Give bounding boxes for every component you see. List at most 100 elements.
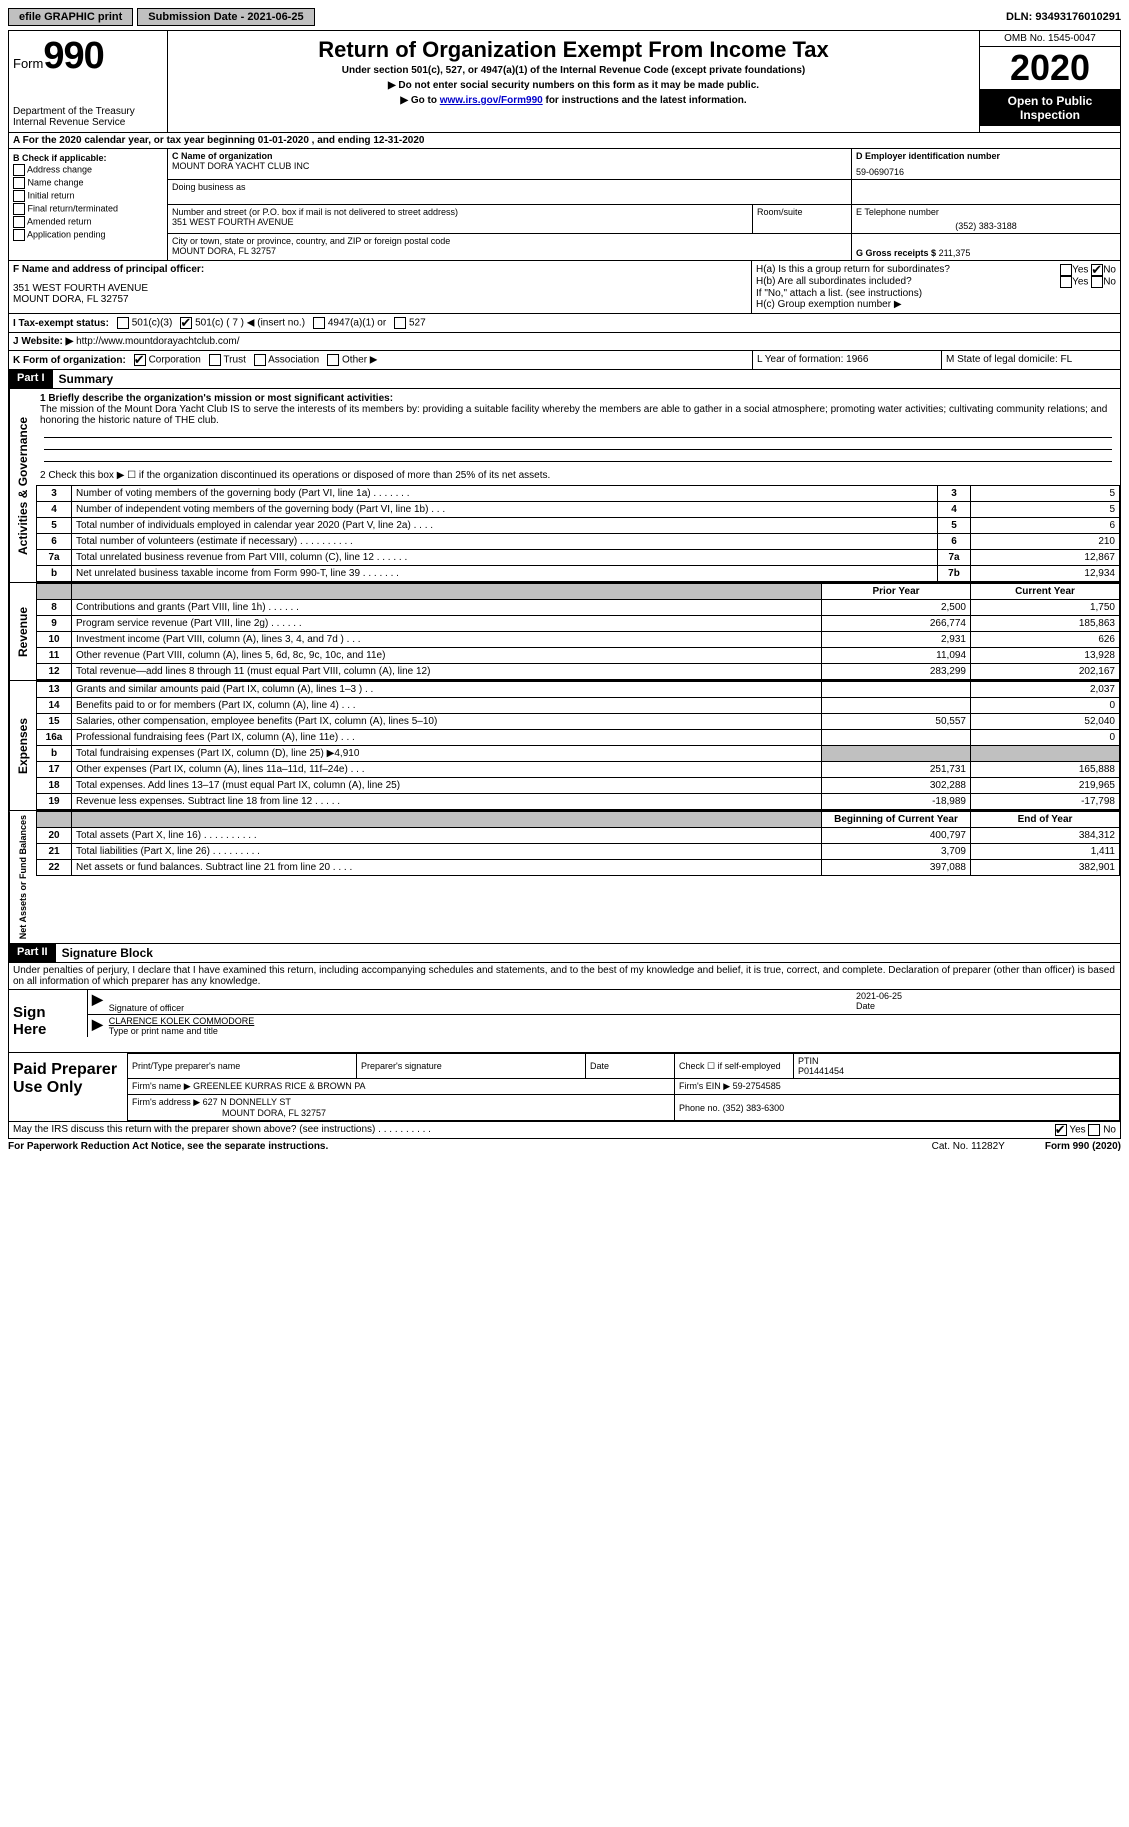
vtab-net: Net Assets or Fund Balances	[9, 811, 36, 943]
vtab-expenses: Expenses	[9, 681, 36, 810]
paid-preparer-block: Paid Preparer Use Only Print/Type prepar…	[8, 1053, 1121, 1122]
other-checkbox[interactable]	[327, 354, 339, 366]
box-b-item[interactable]: Address change	[13, 164, 163, 176]
row-i: I Tax-exempt status: 501(c)(3) 501(c) ( …	[8, 314, 1121, 333]
part1-header: Part I Summary	[8, 370, 1121, 389]
4947-checkbox[interactable]	[313, 317, 325, 329]
q1-label: 1 Briefly describe the organization's mi…	[40, 393, 1116, 404]
officer-name: CLARENCE KOLEK COMMODORE	[109, 1016, 1116, 1026]
tax-exempt-label: I Tax-exempt status:	[13, 318, 109, 329]
sign-here-label: Sign Here	[9, 990, 87, 1052]
top-bar: efile GRAPHIC print Submission Date - 20…	[8, 8, 1121, 26]
part1-badge: Part I	[9, 370, 53, 388]
org-name: MOUNT DORA YACHT CLUB INC	[172, 161, 851, 171]
box-b-item[interactable]: Name change	[13, 177, 163, 189]
irs-label: Internal Revenue Service	[13, 117, 163, 128]
website-value: http://www.mountdorayachtclub.com/	[76, 336, 239, 347]
firm-addr1: 627 N DONNELLY ST	[203, 1097, 291, 1107]
box-b-title: B Check if applicable:	[13, 153, 163, 163]
assoc-checkbox[interactable]	[254, 354, 266, 366]
part1-body: Activities & Governance 1 Briefly descri…	[8, 389, 1121, 583]
dba-label: Doing business as	[172, 182, 851, 192]
irs-yes-checkbox[interactable]	[1055, 1124, 1067, 1136]
netassets-section: Net Assets or Fund Balances Beginning of…	[8, 811, 1121, 944]
firm-addr2: MOUNT DORA, FL 32757	[222, 1108, 326, 1118]
may-irs-label: May the IRS discuss this return with the…	[13, 1124, 1055, 1136]
revenue-table: Prior YearCurrent Year8Contributions and…	[36, 583, 1120, 680]
501c3-checkbox[interactable]	[117, 317, 129, 329]
city-value: MOUNT DORA, FL 32757	[172, 246, 851, 256]
governance-table: 3Number of voting members of the governi…	[36, 485, 1120, 582]
officer-addr2: MOUNT DORA, FL 32757	[13, 294, 747, 305]
form-header: Form990 Department of the Treasury Inter…	[8, 30, 1121, 133]
section-bcdeg: B Check if applicable: Address change Na…	[8, 149, 1121, 261]
trust-checkbox[interactable]	[209, 354, 221, 366]
part2-badge: Part II	[9, 944, 56, 962]
mission-block: 1 Briefly describe the organization's mi…	[36, 389, 1120, 466]
expenses-table: 13Grants and similar amounts paid (Part …	[36, 681, 1120, 810]
paperwork-notice: For Paperwork Reduction Act Notice, see …	[8, 1141, 328, 1152]
arrow-icon: ▶	[92, 991, 103, 1013]
addr-label: Number and street (or P.O. box if mail i…	[172, 207, 752, 217]
header-mid: Return of Organization Exempt From Incom…	[168, 31, 979, 132]
street-addr: 351 WEST FOURTH AVENUE	[172, 217, 752, 227]
paid-preparer-label: Paid Preparer Use Only	[9, 1053, 127, 1121]
q2-label: 2 Check this box ▶ ☐ if the organization…	[36, 466, 1120, 485]
preparer-table: Print/Type preparer's name Preparer's si…	[127, 1053, 1120, 1121]
box-b-item[interactable]: Application pending	[13, 229, 163, 241]
sig-officer-label: Signature of officer	[109, 1003, 856, 1013]
name-label: C Name of organization	[172, 151, 851, 161]
501c-checkb领[interactable]	[180, 317, 192, 329]
box-c: C Name of organization MOUNT DORA YACHT …	[168, 149, 1120, 260]
officer-addr1: 351 WEST FOURTH AVENUE	[13, 283, 747, 294]
dept-treasury: Department of the Treasury	[13, 106, 163, 117]
submission-date-button[interactable]: Submission Date - 2021-06-25	[137, 8, 314, 26]
part2-title: Signature Block	[56, 944, 159, 962]
box-b-item[interactable]: Initial return	[13, 190, 163, 202]
box-b-item[interactable]: Amended return	[13, 216, 163, 228]
part1-title: Summary	[53, 370, 120, 388]
cat-no: Cat. No. 11282Y	[932, 1141, 1005, 1152]
subtitle-3: ▶ Go to www.irs.gov/Form990 for instruct…	[174, 95, 973, 106]
form-ref: Form 990 (2020)	[1045, 1141, 1121, 1152]
hb-yes-checkbox[interactable]	[1060, 276, 1072, 288]
box-b: B Check if applicable: Address change Na…	[9, 149, 168, 260]
ha-no-checkbox[interactable]	[1091, 264, 1103, 276]
hb-no-checkbox[interactable]	[1091, 276, 1103, 288]
perjury-text: Under penalties of perjury, I declare th…	[8, 963, 1121, 990]
form-title: Return of Organization Exempt From Incom…	[174, 37, 973, 63]
signature-block: Sign Here ▶ Signature of officer 2021-06…	[8, 990, 1121, 1053]
irs-no-checkbox[interactable]	[1088, 1124, 1100, 1136]
efile-print-button[interactable]: efile GRAPHIC print	[8, 8, 133, 26]
mission-text: The mission of the Mount Dora Yacht Club…	[40, 404, 1116, 426]
firm-ein: 59-2754585	[733, 1081, 781, 1091]
arrow-icon: ▶	[92, 1016, 103, 1036]
h-date: Date	[586, 1054, 675, 1079]
ha-label: H(a) Is this a group return for subordin…	[756, 264, 1060, 276]
subtitle-2: ▶ Do not enter social security numbers o…	[174, 80, 973, 91]
corp-checkbox[interactable]	[134, 354, 146, 366]
ptin-value: P01441454	[798, 1066, 1115, 1076]
h-print: Print/Type preparer's name	[128, 1054, 357, 1079]
part2-header: Part II Signature Block	[8, 944, 1121, 963]
ha-yes-checkbox[interactable]	[1060, 264, 1072, 276]
box-h: H(a) Is this a group return for subordin…	[751, 261, 1120, 313]
box-b-item[interactable]: Final return/terminated	[13, 203, 163, 215]
h-sig: Preparer's signature	[357, 1054, 586, 1079]
hc-label: H(c) Group exemption number ▶	[756, 299, 1116, 310]
527-checkbox[interactable]	[394, 317, 406, 329]
netassets-table: Beginning of Current YearEnd of Year20To…	[36, 811, 1120, 876]
row-fh: F Name and address of principal officer:…	[8, 261, 1121, 314]
page-footer: For Paperwork Reduction Act Notice, see …	[8, 1139, 1121, 1154]
box-f: F Name and address of principal officer:…	[9, 261, 751, 313]
expenses-section: Expenses 13Grants and similar amounts pa…	[8, 681, 1121, 811]
room-label: Room/suite	[752, 205, 851, 233]
year-formation: L Year of formation: 1966	[752, 351, 941, 369]
row-j: J Website: ▶ http://www.mountdorayachtcl…	[8, 333, 1121, 351]
irs-link[interactable]: www.irs.gov/Form990	[440, 95, 543, 106]
header-right: OMB No. 1545-0047 2020 Open to Public In…	[979, 31, 1120, 132]
hb-note: If "No," attach a list. (see instruction…	[756, 288, 1116, 299]
state-domicile: M State of legal domicile: FL	[941, 351, 1120, 369]
ein-value: 59-0690716	[856, 167, 1116, 177]
website-label: J Website: ▶	[13, 336, 73, 347]
